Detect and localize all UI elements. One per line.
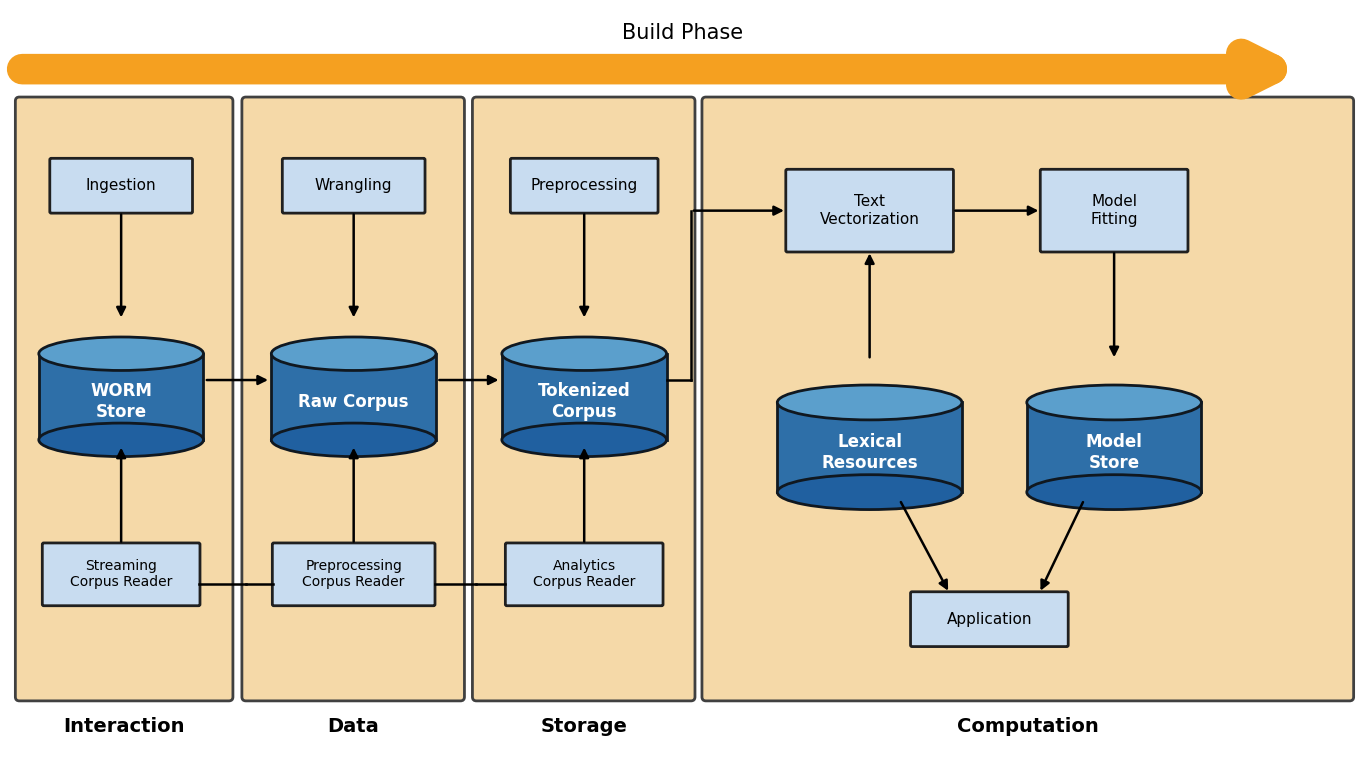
FancyBboxPatch shape: [1041, 170, 1188, 252]
Polygon shape: [1027, 402, 1202, 492]
Ellipse shape: [38, 337, 204, 370]
Text: Computation: Computation: [958, 717, 1098, 736]
Text: Analytics
Corpus Reader: Analytics Corpus Reader: [533, 559, 635, 590]
Ellipse shape: [501, 337, 667, 370]
Text: Wrangling: Wrangling: [316, 178, 392, 193]
FancyBboxPatch shape: [42, 543, 199, 606]
Text: Streaming
Corpus Reader: Streaming Corpus Reader: [70, 559, 172, 590]
Text: Preprocessing
Corpus Reader: Preprocessing Corpus Reader: [302, 559, 404, 590]
FancyBboxPatch shape: [49, 159, 193, 213]
Text: Text
Vectorization: Text Vectorization: [820, 194, 919, 227]
FancyBboxPatch shape: [242, 97, 464, 701]
Text: Storage: Storage: [541, 717, 627, 736]
Text: Model
Store: Model Store: [1086, 433, 1142, 471]
FancyBboxPatch shape: [911, 592, 1068, 647]
FancyBboxPatch shape: [511, 159, 658, 213]
Polygon shape: [501, 354, 667, 440]
Ellipse shape: [1027, 385, 1202, 420]
Ellipse shape: [501, 423, 667, 457]
Ellipse shape: [1027, 475, 1202, 510]
FancyBboxPatch shape: [505, 543, 663, 606]
Ellipse shape: [272, 423, 436, 457]
Text: Ingestion: Ingestion: [86, 178, 157, 193]
Text: WORM
Store: WORM Store: [90, 382, 152, 421]
Polygon shape: [272, 354, 436, 440]
Text: Tokenized
Corpus: Tokenized Corpus: [538, 382, 631, 421]
Ellipse shape: [38, 423, 204, 457]
FancyBboxPatch shape: [272, 543, 434, 606]
FancyBboxPatch shape: [15, 97, 234, 701]
Text: Data: Data: [328, 717, 378, 736]
Ellipse shape: [777, 385, 962, 420]
FancyBboxPatch shape: [283, 159, 425, 213]
Text: Build Phase: Build Phase: [623, 23, 743, 44]
FancyBboxPatch shape: [473, 97, 695, 701]
Ellipse shape: [272, 337, 436, 370]
Text: Preprocessing: Preprocessing: [530, 178, 638, 193]
Polygon shape: [777, 402, 962, 492]
Text: Lexical
Resources: Lexical Resources: [821, 433, 918, 471]
FancyBboxPatch shape: [785, 170, 953, 252]
Text: Interaction: Interaction: [63, 717, 184, 736]
Text: Raw Corpus: Raw Corpus: [298, 393, 408, 411]
Polygon shape: [38, 354, 204, 440]
Ellipse shape: [777, 475, 962, 510]
Text: Application: Application: [947, 612, 1033, 626]
Text: Model
Fitting: Model Fitting: [1090, 194, 1138, 227]
FancyBboxPatch shape: [702, 97, 1354, 701]
